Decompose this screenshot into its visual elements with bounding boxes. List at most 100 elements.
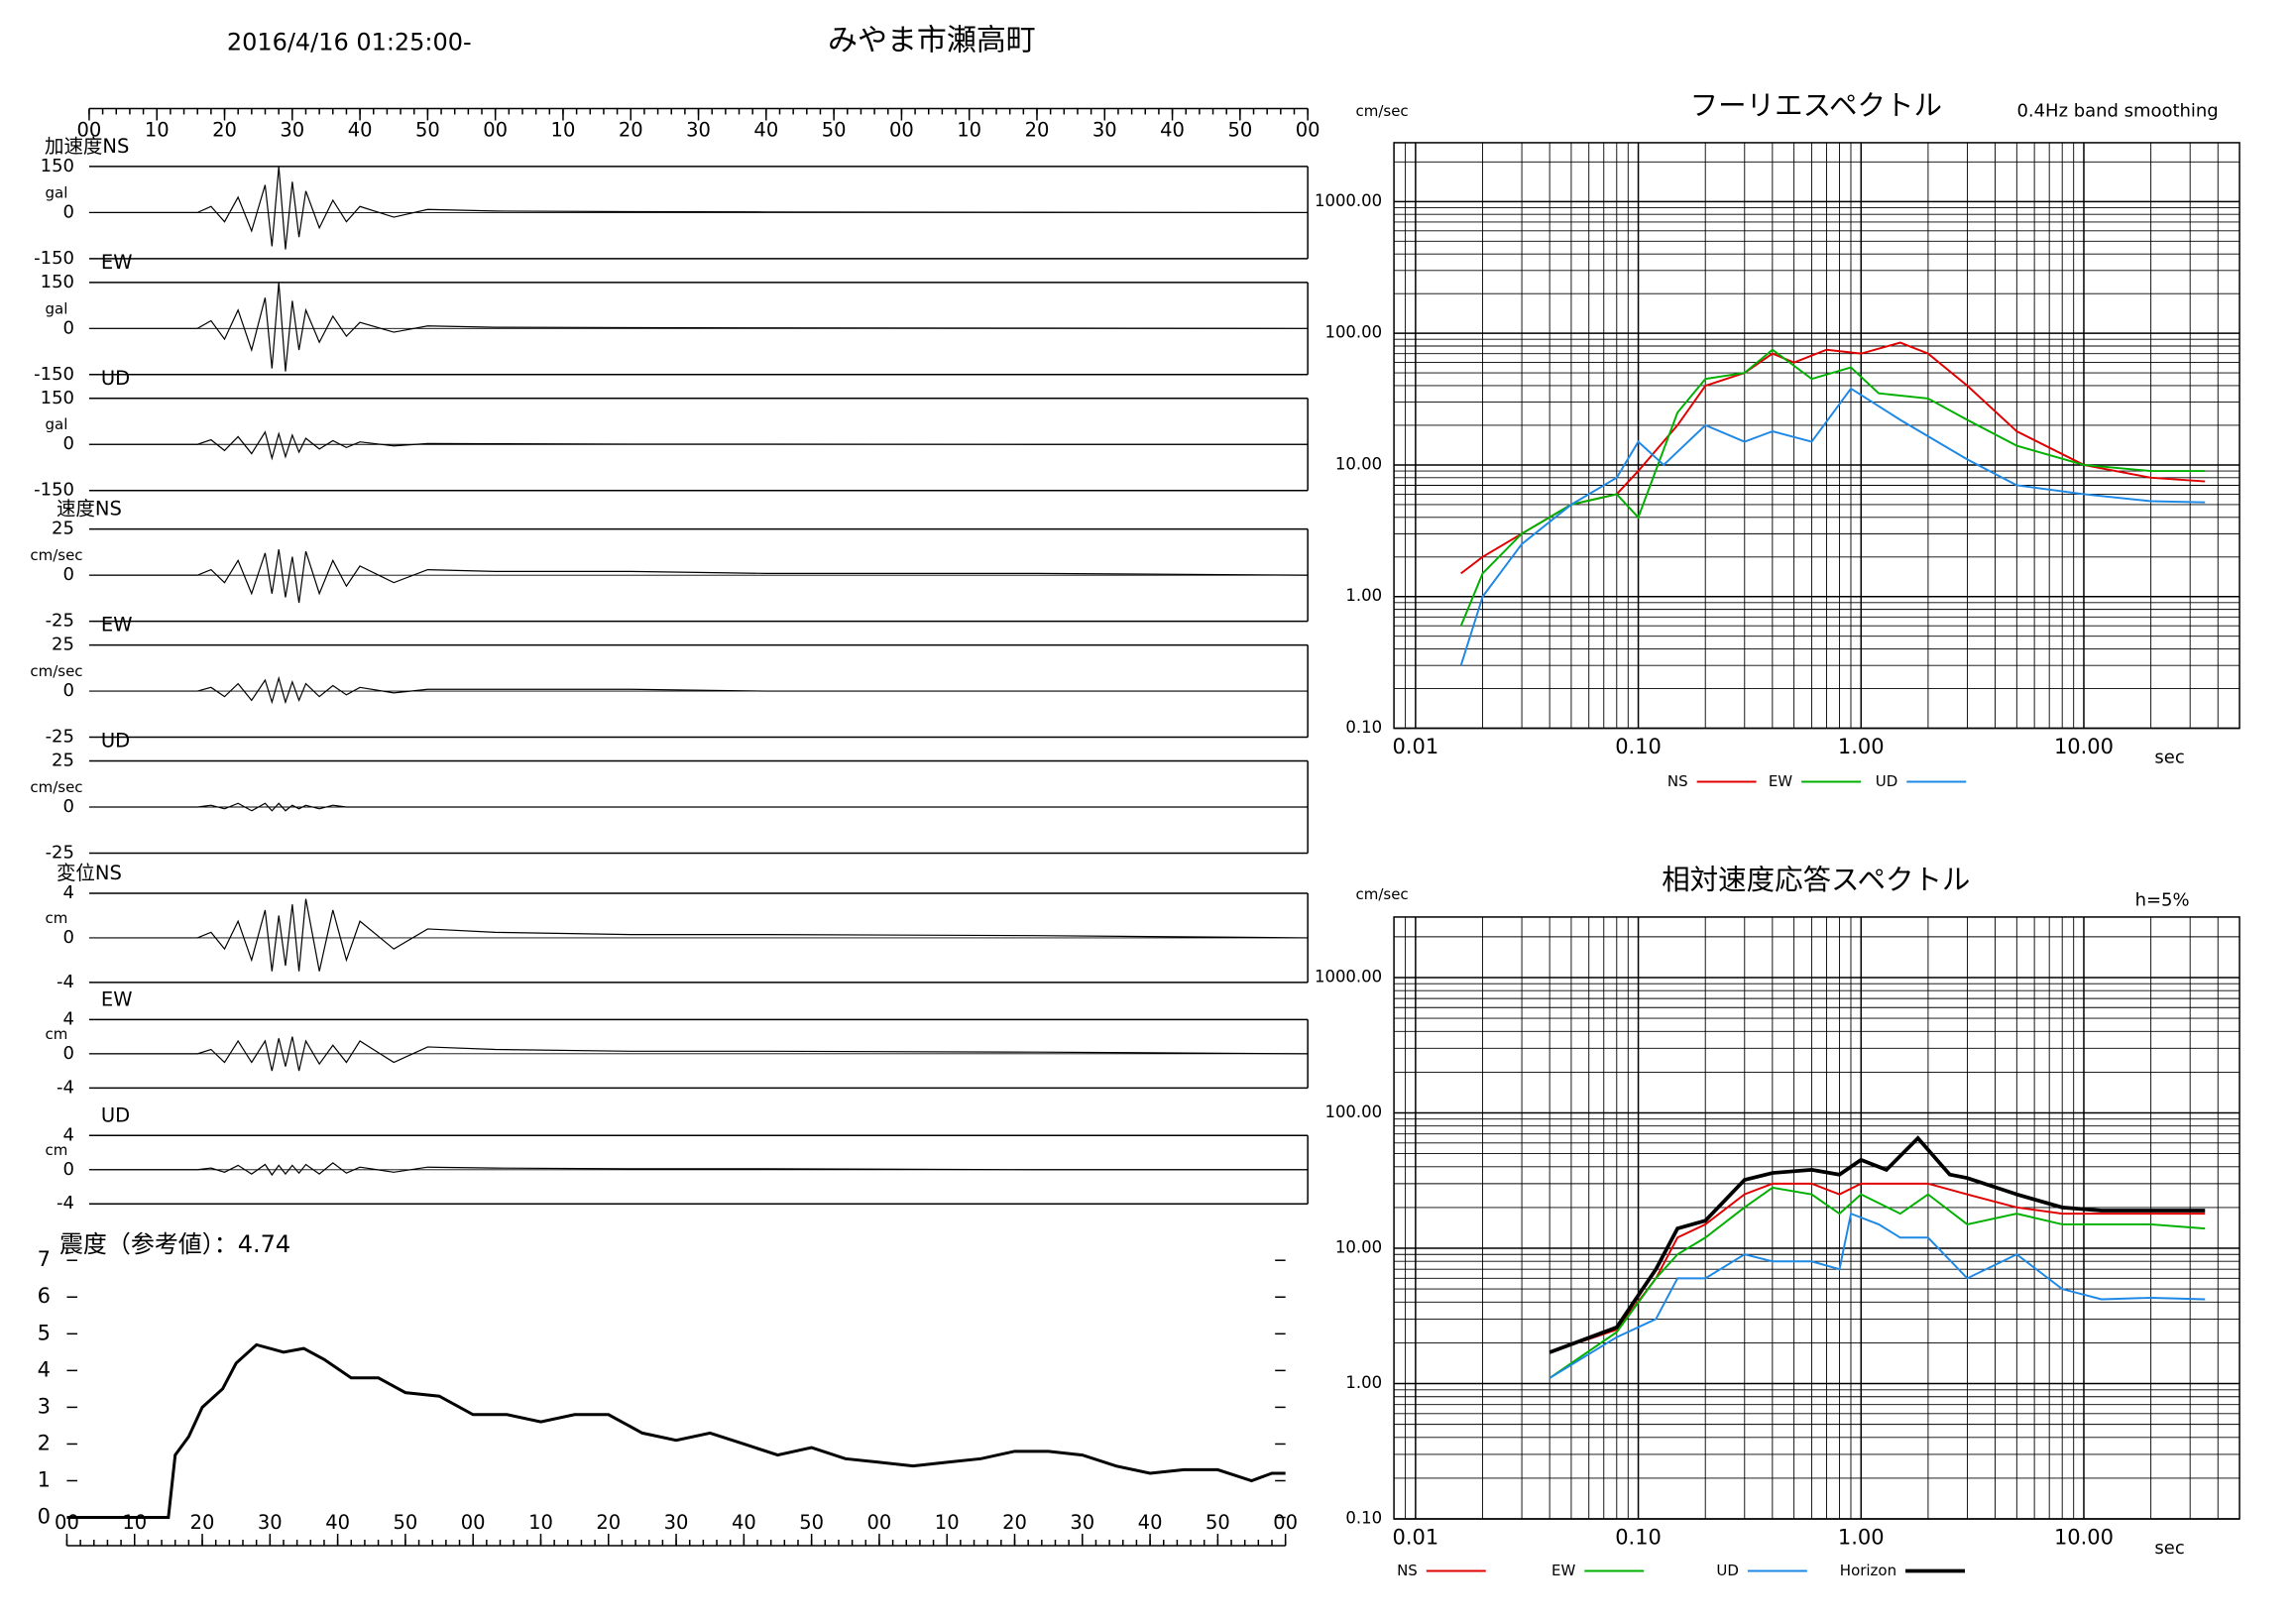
x-tick-label: 50 [394,1511,418,1534]
spectrum-line [1459,387,2206,666]
y-unit: cm/sec [1356,885,1409,903]
waveform [88,548,1309,604]
x-tick-label: 40 [1138,1511,1163,1534]
unit-label: cm/sec [30,546,82,564]
spectrum-line [1549,1186,2206,1379]
x-tick-label: 00 [77,118,102,141]
y-tick-label: 4 [63,1124,74,1145]
panel-label: UD [101,1103,130,1126]
y-tick-label: 1000.00 [1315,191,1382,210]
x-tick-label: 00 [55,1511,79,1534]
y-tick-label: -150 [34,364,74,385]
y-tick-label: 0 [63,796,74,817]
y-tick-label: -25 [46,611,74,632]
x-unit: sec [2154,748,2184,768]
chart-title: 震度（参考値）：4.74 [59,1230,290,1258]
y-tick-label: 4 [38,1357,51,1381]
x-tick-label: 10 [145,118,170,141]
x-tick-label: 10 [551,118,576,141]
y-tick-label: 4 [63,882,74,903]
x-tick-label: 30 [280,118,304,141]
x-tick-label: 00 [461,1511,486,1534]
x-tick-label: 1.00 [1838,1526,1885,1550]
y-tick-label: 0.10 [1345,718,1382,737]
panel-label: UD [101,730,130,753]
waveform [88,802,1309,812]
y-tick-label: 10.00 [1335,454,1382,473]
x-tick-label: 10 [122,1511,147,1534]
x-tick-label: 10 [957,118,981,141]
y-tick-label: 0 [63,1043,74,1064]
record-date: 2016/4/16 01:25:00- [227,29,472,57]
y-tick-label: 4 [63,1008,74,1029]
chart-note: 0.4Hz band smoothing [2016,100,2218,121]
x-tick-label: 50 [1205,1511,1230,1534]
y-tick-label: -4 [57,972,74,992]
y-tick-label: 1000.00 [1315,967,1382,985]
y-tick-label: 3 [38,1394,51,1418]
y-tick-label: 0 [63,201,74,222]
waveform [88,430,1309,461]
y-tick-label: 2 [38,1431,51,1454]
y-tick-label: 0 [38,1505,51,1529]
x-tick-label: 50 [799,1511,824,1534]
x-tick-label: 10 [935,1511,960,1534]
y-tick-label: -25 [46,842,74,863]
y-tick-label: -25 [46,727,74,748]
x-tick-label: 50 [415,118,440,141]
x-tick-label: 20 [1002,1511,1027,1534]
x-tick-label: 00 [867,1511,892,1534]
intensity-line [66,1342,1286,1520]
unit-label: cm [46,1141,68,1159]
x-tick-label: 30 [664,1511,689,1534]
chart-note: h=5% [2135,889,2190,910]
y-tick-label: 25 [52,519,74,539]
legend-label: UD [1876,772,1898,790]
x-tick-label: 20 [1025,118,1050,141]
unit-label: cm/sec [30,778,82,796]
x-tick-label: 50 [822,118,847,141]
y-tick-label: 0 [63,433,74,454]
x-tick-label: 40 [1160,118,1185,141]
x-tick-label: 40 [325,1511,350,1534]
y-tick-label: -4 [57,1193,74,1214]
y-tick-label: 150 [41,388,74,408]
waveform [88,898,1309,972]
y-tick-label: 0 [63,317,74,338]
unit-label: cm [46,909,68,927]
panel-label: 変位NS [57,862,122,884]
y-tick-label: 1.00 [1345,586,1382,605]
spectrum-line [1460,341,2206,575]
panel-label: 加速度NS [45,135,129,158]
y-tick-label: 0.10 [1345,1509,1382,1528]
y-tick-label: 1 [38,1467,51,1491]
x-tick-label: 0.01 [1393,735,1439,758]
x-tick-label: 20 [619,118,643,141]
x-tick-label: 00 [1273,1511,1298,1534]
legend-label: NS [1397,1562,1418,1579]
waveform [88,282,1309,372]
x-tick-label: 10.00 [2054,1526,2114,1550]
chart-title: 相対速度応答スペクトル [1662,864,1970,896]
x-tick-label: 30 [686,118,711,141]
x-tick-label: 0.10 [1615,735,1662,758]
y-tick-label: 10.00 [1335,1238,1382,1257]
legend-label: NS [1667,772,1688,790]
waveform [88,1162,1309,1177]
unit-label: gal [46,183,68,201]
x-tick-label: 0.10 [1615,1526,1662,1550]
panel-label: 速度NS [57,498,122,521]
spectrum-line [1549,1135,2206,1354]
legend-label: UD [1716,1562,1739,1579]
x-tick-label: 40 [732,1511,756,1534]
x-tick-label: 30 [1092,118,1117,141]
y-tick-label: 25 [52,635,74,655]
y-tick-label: -150 [34,480,74,501]
unit-label: cm [46,1025,68,1043]
x-tick-label: 40 [348,118,373,141]
unit-label: cm/sec [30,662,82,680]
station-name: みやま市瀬高町 [828,24,1036,58]
legend-label: EW [1769,772,1792,790]
panel-label: EW [101,251,133,274]
